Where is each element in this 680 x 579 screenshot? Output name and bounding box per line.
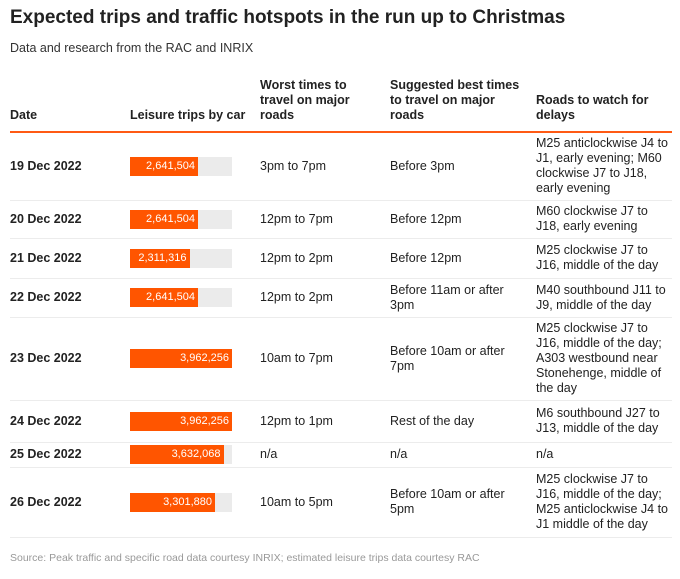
- date-cell: 23 Dec 2022: [10, 317, 130, 401]
- chart-subtitle: Data and research from the RAC and INRIX: [10, 41, 254, 55]
- col-header-best: Suggested best times to travel on major …: [390, 78, 536, 133]
- roads-cell: n/a: [536, 442, 672, 468]
- trips-cell: 2,311,316: [130, 238, 260, 279]
- worst-times-cell: 10am to 7pm: [260, 317, 390, 401]
- trips-cell: 2,641,504: [130, 200, 260, 239]
- date-cell: 26 Dec 2022: [10, 467, 130, 538]
- date-cell: 19 Dec 2022: [10, 132, 130, 201]
- trips-cell: 3,301,880: [130, 467, 260, 538]
- date-cell: 25 Dec 2022: [10, 442, 130, 468]
- trips-bar: 2,641,504: [130, 156, 198, 176]
- trips-bar: 2,641,504: [130, 288, 198, 307]
- best-times-cell: Before 12pm: [390, 200, 536, 239]
- worst-times-cell: 12pm to 1pm: [260, 400, 390, 443]
- best-times-cell: Before 11am or after 3pm: [390, 278, 536, 318]
- worst-times-cell: 12pm to 2pm: [260, 278, 390, 318]
- best-times-cell: Rest of the day: [390, 400, 536, 443]
- trips-cell: 3,962,256: [130, 400, 260, 443]
- header-row: Date Leisure trips by car Worst times to…: [10, 78, 672, 133]
- roads-cell: M60 clockwise J7 to J18, early evening: [536, 200, 672, 239]
- table-row: 26 Dec 2022 3,301,880 10am to 5pm Before 10…: [10, 467, 672, 538]
- trips-bar: 3,632,068: [130, 445, 224, 464]
- table-row: 20 Dec 2022 2,641,504 12pm to 7pm Before 12…: [10, 200, 672, 239]
- roads-cell: M25 clockwise J7 to J16, middle of the d…: [536, 317, 672, 401]
- bar-track: 3,962,256: [130, 349, 232, 368]
- table-row: 19 Dec 2022 2,641,504 3pm to 7pm Before 3pm…: [10, 132, 672, 201]
- chart-container: Expected trips and traffic hotspots in t…: [10, 7, 672, 564]
- date-cell: 22 Dec 2022: [10, 278, 130, 318]
- date-cell: 24 Dec 2022: [10, 400, 130, 443]
- bar-track: 3,301,880: [130, 492, 232, 512]
- bar-track: 2,641,504: [130, 209, 232, 229]
- trips-bar: 3,962,256: [130, 411, 232, 431]
- roads-cell: M25 clockwise J7 to J16, middle of the d…: [536, 238, 672, 279]
- col-header-roads: Roads to watch for delays: [536, 78, 672, 133]
- best-times-cell: Before 3pm: [390, 132, 536, 201]
- bar-track: 2,311,316: [130, 248, 232, 268]
- trips-cell: 2,641,504: [130, 278, 260, 318]
- worst-times-cell: 12pm to 7pm: [260, 200, 390, 239]
- bar-track: 2,641,504: [130, 288, 232, 307]
- chart-title: Expected trips and traffic hotspots in t…: [10, 7, 566, 28]
- table-row: 25 Dec 2022 3,632,068 n/a n/a n/a: [10, 442, 672, 468]
- date-cell: 20 Dec 2022: [10, 200, 130, 239]
- bar-track: 3,632,068: [130, 445, 232, 464]
- source-note: Source: Peak traffic and specific road d…: [10, 551, 480, 564]
- roads-cell: M25 anticlockwise J4 to J1, early evenin…: [536, 132, 672, 201]
- worst-times-cell: 10am to 5pm: [260, 467, 390, 538]
- trips-cell: 2,641,504: [130, 132, 260, 201]
- trips-cell: 3,632,068: [130, 442, 260, 468]
- best-times-cell: Before 10am or after 7pm: [390, 317, 536, 401]
- table-row: 23 Dec 2022 3,962,256 10am to 7pm Before 10…: [10, 317, 672, 401]
- date-cell: 21 Dec 2022: [10, 238, 130, 279]
- trips-bar: 3,301,880: [130, 492, 215, 512]
- trips-bar: 3,962,256: [130, 349, 232, 368]
- trips-bar: 2,641,504: [130, 209, 198, 229]
- col-header-date: Date: [10, 78, 130, 133]
- best-times-cell: Before 10am or after 5pm: [390, 467, 536, 538]
- data-table: Date Leisure trips by car Worst times to…: [10, 78, 672, 538]
- roads-cell: M40 southbound J11 to J9, middle of the …: [536, 278, 672, 318]
- table-row: 21 Dec 2022 2,311,316 12pm to 2pm Before 12…: [10, 238, 672, 279]
- trips-cell: 3,962,256: [130, 317, 260, 401]
- best-times-cell: n/a: [390, 442, 536, 468]
- worst-times-cell: 3pm to 7pm: [260, 132, 390, 201]
- best-times-cell: Before 12pm: [390, 238, 536, 279]
- col-header-trips: Leisure trips by car: [130, 78, 260, 133]
- worst-times-cell: n/a: [260, 442, 390, 468]
- col-header-worst: Worst times to travel on major roads: [260, 78, 390, 133]
- bar-track: 3,962,256: [130, 411, 232, 431]
- table-row: 22 Dec 2022 2,641,504 12pm to 2pm Before 11…: [10, 278, 672, 318]
- trips-bar: 2,311,316: [130, 248, 190, 268]
- worst-times-cell: 12pm to 2pm: [260, 238, 390, 279]
- roads-cell: M6 southbound J27 to J13, middle of the …: [536, 400, 672, 443]
- table-row: 24 Dec 2022 3,962,256 12pm to 1pm Rest of t…: [10, 400, 672, 443]
- roads-cell: M25 clockwise J7 to J16, middle of the d…: [536, 467, 672, 538]
- bar-track: 2,641,504: [130, 156, 232, 176]
